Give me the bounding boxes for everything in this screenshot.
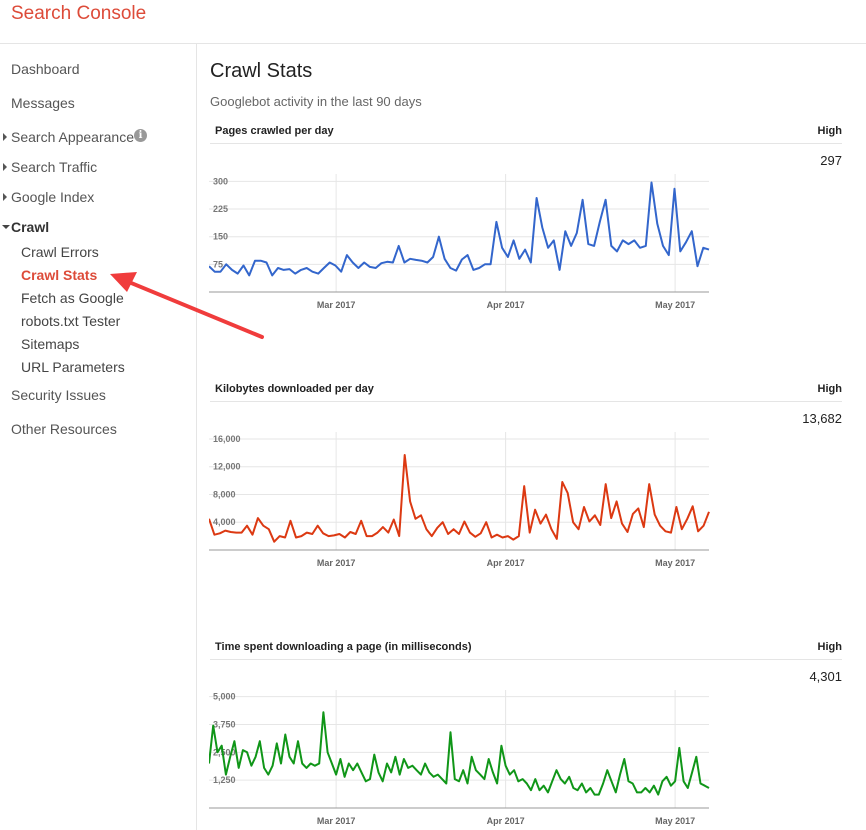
x-tick-label: Apr 2017 bbox=[487, 300, 525, 310]
y-tick-label: 75 bbox=[213, 259, 223, 269]
x-tick-label: Mar 2017 bbox=[317, 816, 356, 826]
kilobytes-downloaded-chart: 16,000 12,000 8,000 4,000 Mar 2017 Apr 2017 Ma… bbox=[209, 432, 710, 568]
x-tick-label: Apr 2017 bbox=[487, 816, 525, 826]
high-label: High bbox=[817, 125, 842, 137]
sidebar-item-search-appearance[interactable]: Search Appearance bbox=[11, 129, 134, 145]
page-subtitle: Googlebot activity in the last 90 days bbox=[210, 94, 422, 109]
expand-triangle-icon[interactable] bbox=[3, 163, 7, 171]
high-value-kilobytes-downloaded: 13,682 bbox=[802, 411, 842, 426]
sidebar-item-security-issues[interactable]: Security Issues bbox=[11, 387, 106, 403]
sidebar-item-dashboard[interactable]: Dashboard bbox=[11, 61, 80, 77]
sidebar bbox=[0, 44, 197, 830]
x-tick-label: May 2017 bbox=[655, 300, 695, 310]
series-line bbox=[209, 711, 710, 796]
sidebar-item-crawl[interactable]: Crawl bbox=[11, 219, 50, 235]
sidebar-item-url-parameters[interactable]: URL Parameters bbox=[21, 359, 125, 375]
sidebar-item-other-resources[interactable]: Other Resources bbox=[11, 421, 117, 437]
y-tick-label: 225 bbox=[213, 204, 228, 214]
expand-triangle-icon[interactable] bbox=[3, 193, 7, 201]
y-tick-label: 4,000 bbox=[213, 517, 236, 527]
chart-title-pages-crawled: Pages crawled per day bbox=[215, 125, 334, 137]
sidebar-item-fetch-as-google[interactable]: Fetch as Google bbox=[21, 290, 124, 306]
x-tick-label: Mar 2017 bbox=[317, 300, 356, 310]
sidebar-item-crawl-stats[interactable]: Crawl Stats bbox=[21, 267, 98, 283]
chart-title-time-spent-downloading: Time spent downloading a page (in millis… bbox=[215, 641, 472, 653]
y-tick-label: 2,500 bbox=[213, 747, 236, 757]
app-title[interactable]: Search Console bbox=[11, 3, 147, 24]
x-tick-label: May 2017 bbox=[655, 558, 695, 568]
divider bbox=[210, 659, 842, 660]
high-value-pages-crawled: 297 bbox=[820, 153, 842, 168]
x-tick-label: Mar 2017 bbox=[317, 558, 356, 568]
series-line bbox=[209, 454, 710, 543]
sidebar-item-crawl-errors[interactable]: Crawl Errors bbox=[21, 244, 99, 260]
x-tick-label: May 2017 bbox=[655, 816, 695, 826]
y-tick-label: 300 bbox=[213, 176, 228, 186]
y-tick-label: 150 bbox=[213, 232, 228, 242]
pages-crawled-chart: 300 225 150 75 Mar 2017 Apr 2017 May 2017 bbox=[209, 174, 710, 310]
high-value-time-spent-downloading: 4,301 bbox=[809, 669, 842, 684]
x-tick-label: Apr 2017 bbox=[487, 558, 525, 568]
sidebar-item-messages[interactable]: Messages bbox=[11, 95, 75, 111]
series-line bbox=[209, 181, 710, 277]
sidebar-item-google-index[interactable]: Google Index bbox=[11, 189, 95, 205]
y-tick-label: 12,000 bbox=[213, 462, 241, 472]
time-spent-downloading-chart: 5,000 3,750 2,500 1,250 Mar 2017 Apr 2017 May … bbox=[209, 690, 710, 826]
top-bar: Search Console bbox=[0, 0, 866, 44]
page-title: Crawl Stats bbox=[210, 60, 313, 82]
divider bbox=[210, 143, 842, 144]
y-tick-label: 5,000 bbox=[213, 692, 236, 702]
sidebar-item-sitemaps[interactable]: Sitemaps bbox=[21, 336, 80, 352]
expand-triangle-icon[interactable] bbox=[3, 133, 7, 141]
collapse-triangle-icon[interactable] bbox=[2, 225, 10, 229]
sidebar-item-search-traffic[interactable]: Search Traffic bbox=[11, 159, 98, 175]
chart-title-kilobytes-downloaded: Kilobytes downloaded per day bbox=[215, 383, 374, 395]
high-label: High bbox=[817, 641, 842, 653]
y-tick-label: 8,000 bbox=[213, 489, 236, 499]
high-label: High bbox=[817, 383, 842, 395]
y-tick-label: 16,000 bbox=[213, 434, 241, 444]
y-tick-label: 1,250 bbox=[213, 775, 236, 785]
y-tick-label: 3,750 bbox=[213, 720, 236, 730]
divider bbox=[210, 401, 842, 402]
info-icon[interactable]: i bbox=[134, 129, 147, 142]
sidebar-item-robots-txt-tester[interactable]: robots.txt Tester bbox=[21, 313, 121, 329]
